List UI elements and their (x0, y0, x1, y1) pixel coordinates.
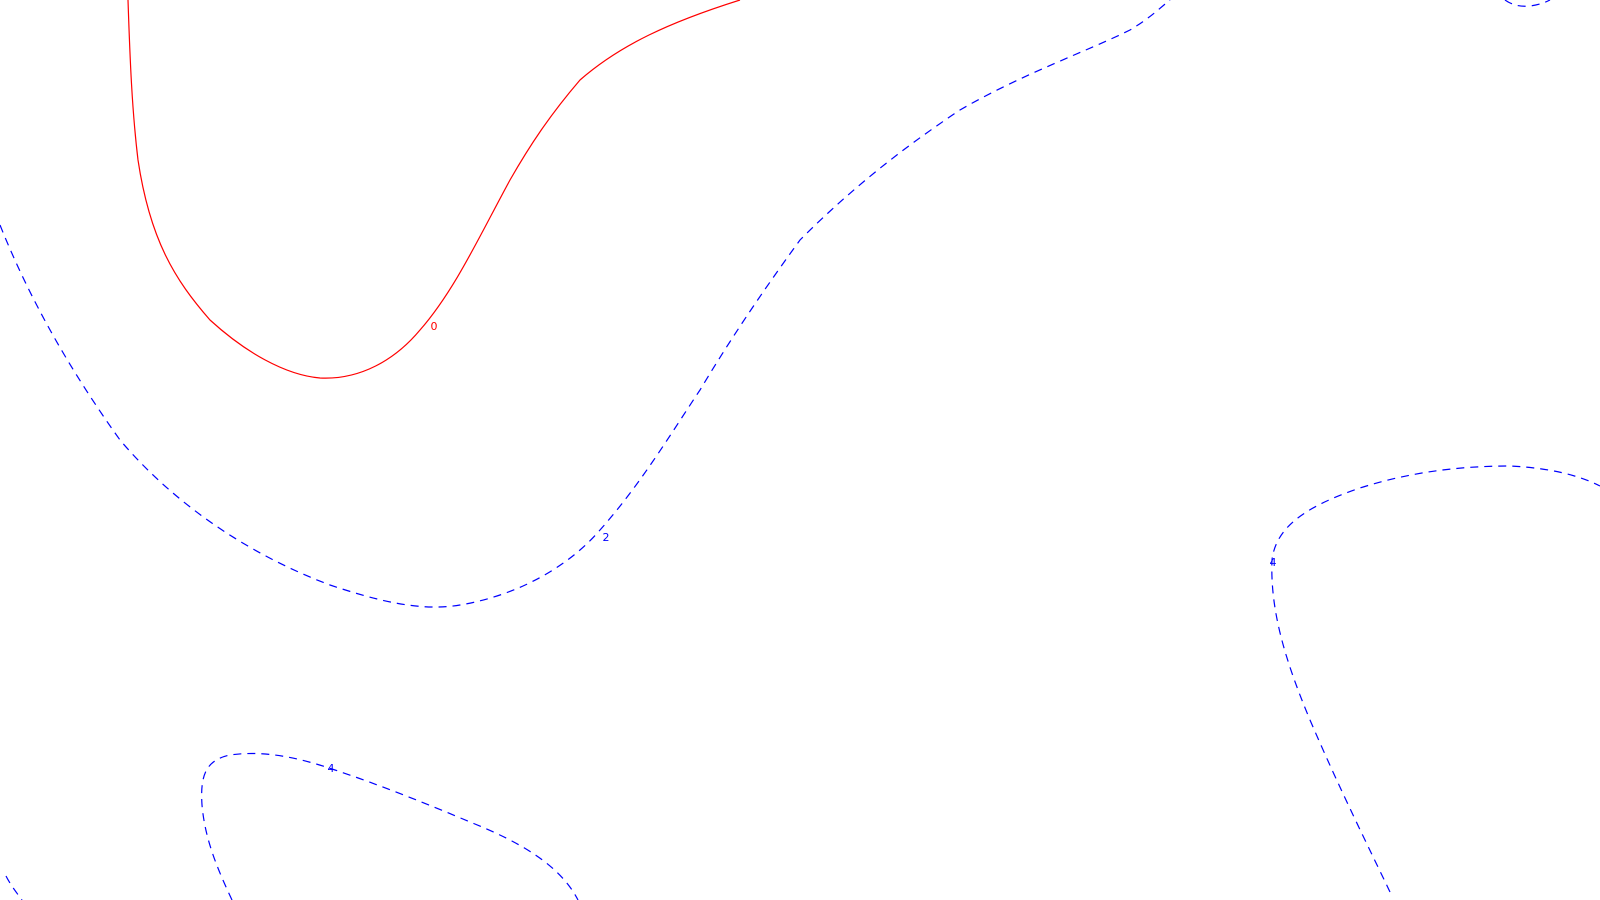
contour-label-four-bottom: 4 (328, 762, 335, 775)
contour-label-two: 2 (603, 531, 610, 544)
contour-line-four-right (1271, 465, 1600, 893)
contour-line-four-bottom (201, 752, 579, 900)
contour-line-two (0, 0, 1171, 608)
contour-label-four-right: 4 (1270, 556, 1277, 569)
contour-label-zero: 0 (431, 320, 438, 333)
contour-line-fragment-top-right (1504, 0, 1551, 7)
contour-line-fragment-bottom-left (5, 875, 23, 900)
contour-line-zero (127, 0, 741, 379)
